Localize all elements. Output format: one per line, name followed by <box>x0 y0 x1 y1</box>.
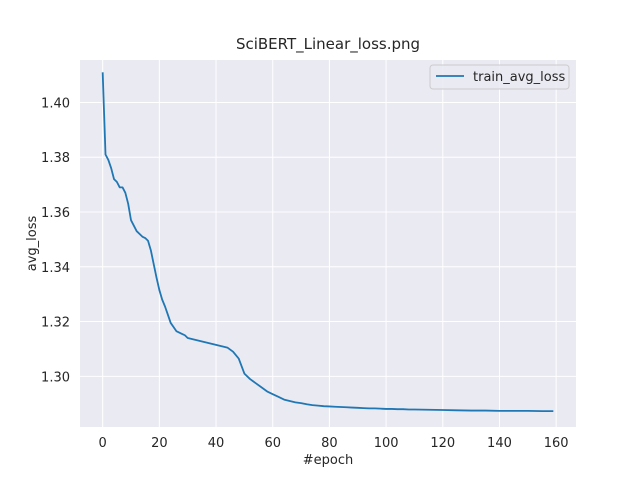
x-tick-label: 20 <box>151 436 168 451</box>
y-tick-label: 1.30 <box>41 370 70 385</box>
legend: train_avg_loss <box>429 64 570 90</box>
y-tick-label: 1.36 <box>41 206 70 221</box>
x-tick-label: 0 <box>99 436 107 451</box>
y-tick-label: 1.34 <box>41 261 70 276</box>
chart-title: SciBERT_Linear_loss.png <box>236 35 420 54</box>
y-tick-label: 1.32 <box>41 316 70 331</box>
series-line-train-avg-loss <box>101 72 554 413</box>
x-tick-label: 60 <box>264 436 281 451</box>
legend-label-train-avg-loss: train_avg_loss <box>473 70 566 85</box>
x-tick-label: 40 <box>208 436 225 451</box>
x-tick-label: 100 <box>374 436 399 451</box>
y-tick-label: 1.40 <box>41 96 70 111</box>
y-tick-label: 1.38 <box>41 151 70 166</box>
x-tick-label: 160 <box>544 436 569 451</box>
x-tick-label: 80 <box>321 436 338 451</box>
x-axis-label: #epoch <box>303 453 353 468</box>
x-tick-label: 140 <box>487 436 512 451</box>
tick-labels: 0 20 40 60 80 100 120 140 160 1.30 1.32 1.34 1.36 1.3… <box>41 96 569 451</box>
plot-area <box>80 60 576 427</box>
x-tick-label: 120 <box>430 436 455 451</box>
legend-box <box>429 64 570 90</box>
y-axis-label: avg_loss <box>25 216 40 272</box>
series-layer <box>101 72 554 413</box>
grid <box>80 60 576 427</box>
